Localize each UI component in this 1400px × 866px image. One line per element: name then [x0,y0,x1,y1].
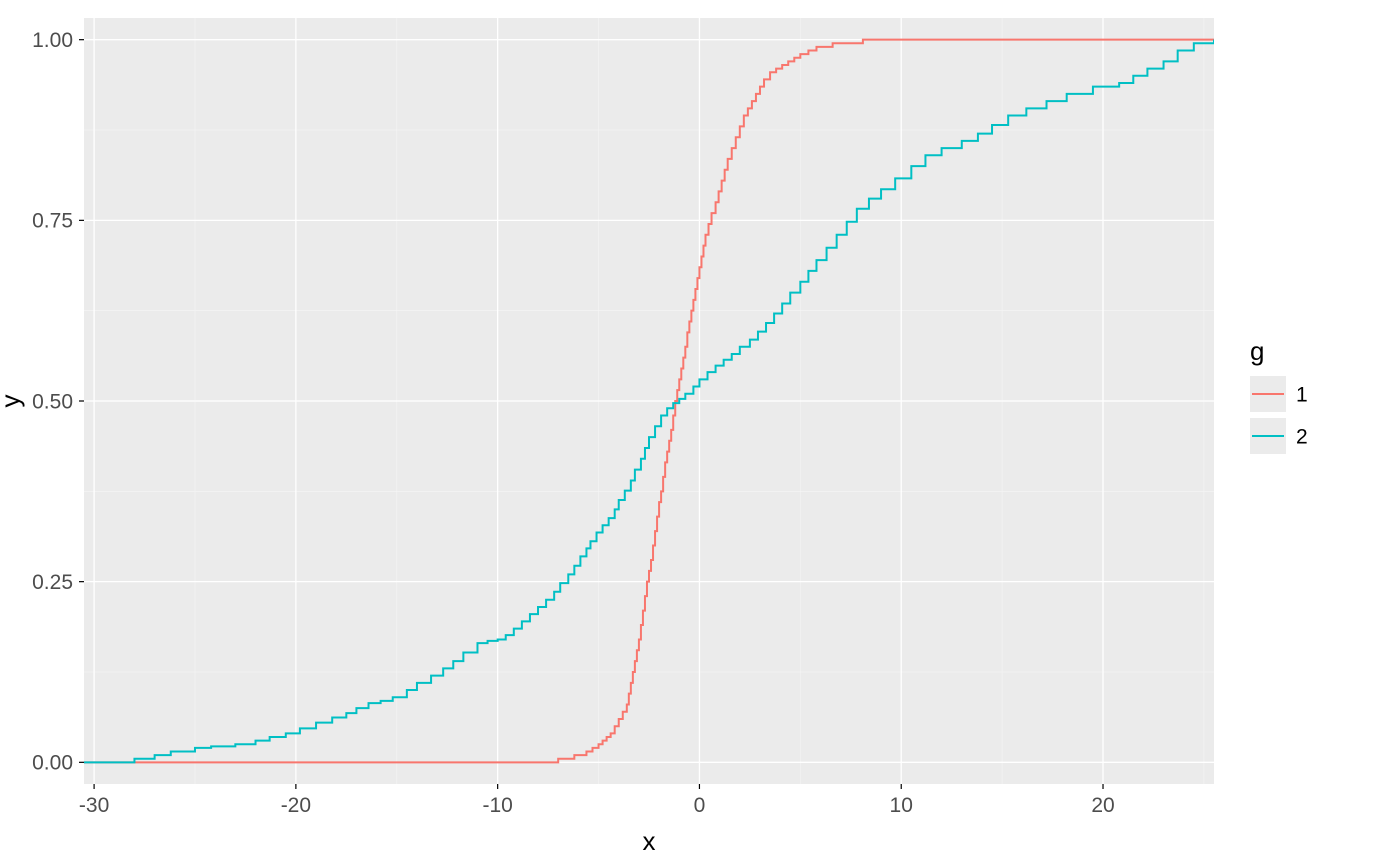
y-tick-label: 0.25 [32,571,73,594]
legend-label-1: 1 [1296,383,1308,406]
x-axis-title: x [643,826,656,856]
x-tick-label: 0 [694,794,706,817]
chart-svg: -30 -20 -10 0 10 20 0.00 0.25 0.50 0.75 1.00 x y g 1 2 [0,0,1400,866]
y-tick-label: 0.50 [32,390,73,413]
legend-label-2: 2 [1296,425,1308,448]
ecdf-chart: -30 -20 -10 0 10 20 0.00 0.25 0.50 0.75 1.00 x y g 1 2 [0,0,1400,866]
legend: g 1 2 [1250,336,1308,454]
x-tick-label: -30 [79,794,109,817]
y-tick-label: 0.00 [32,752,73,775]
x-tick-label: -10 [482,794,512,817]
y-tick-label: 0.75 [32,210,73,233]
x-tick-label: 10 [890,794,913,817]
y-tick-label: 1.00 [32,29,73,52]
x-tick-label: -20 [281,794,311,817]
y-axis-title: y [0,395,25,408]
legend-title: g [1250,336,1264,366]
x-tick-label: 20 [1091,794,1114,817]
